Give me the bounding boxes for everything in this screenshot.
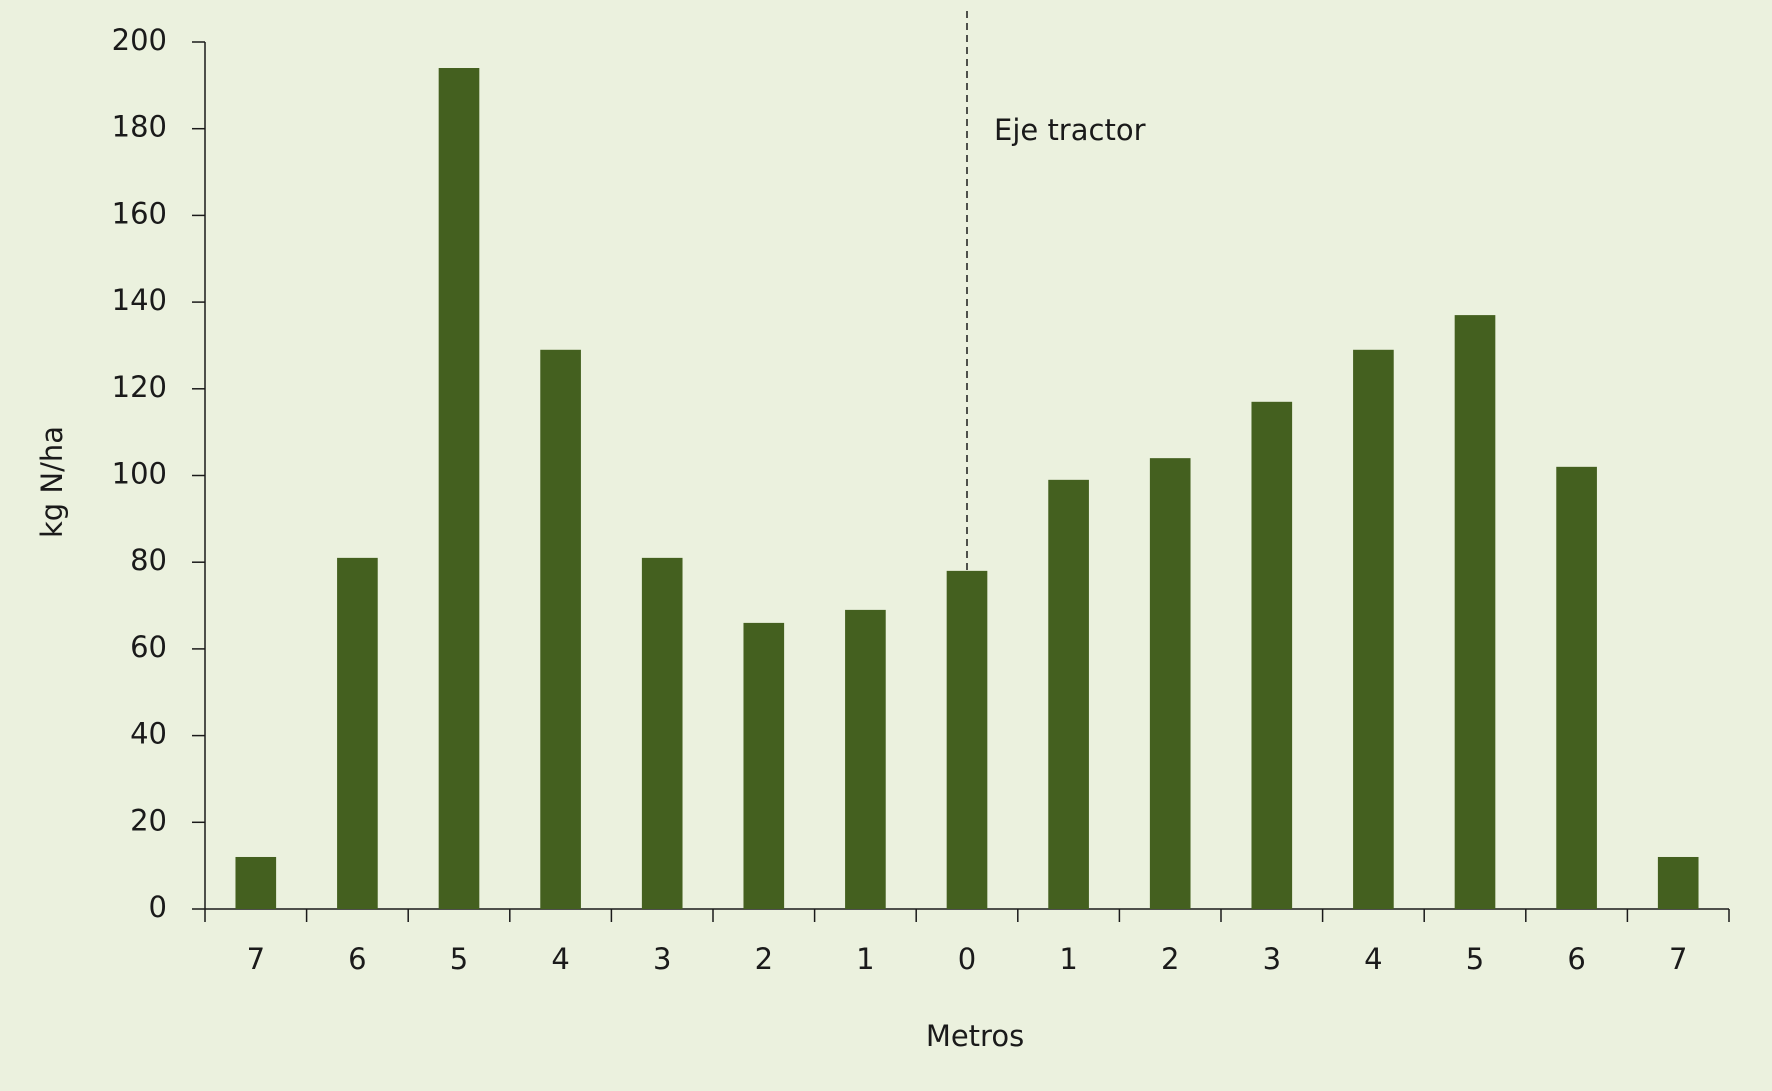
bar xyxy=(540,349,581,909)
x-tick-label: 6 xyxy=(348,942,366,976)
bar xyxy=(337,557,378,909)
y-tick-label: 60 xyxy=(130,630,167,664)
bar xyxy=(235,856,277,909)
y-tick-label: 140 xyxy=(112,283,167,317)
y-tick-label: 100 xyxy=(112,457,167,491)
y-tick-label: 40 xyxy=(130,717,167,751)
bar xyxy=(1657,856,1699,909)
bar xyxy=(1048,479,1089,909)
y-tick-label: 80 xyxy=(130,543,167,577)
bar xyxy=(1251,401,1293,909)
x-tick-label: 6 xyxy=(1567,942,1585,976)
annotation: Eje tractor xyxy=(994,113,1146,147)
x-tick-label: 4 xyxy=(551,942,569,976)
y-tick-label: 20 xyxy=(130,803,167,837)
bar xyxy=(845,609,886,909)
bar xyxy=(1353,349,1394,909)
x-axis-title: Metros xyxy=(926,1019,1024,1053)
y-tick-label: 180 xyxy=(112,110,167,144)
y-tick-label: 160 xyxy=(112,196,167,230)
x-tick-label: 3 xyxy=(653,942,671,976)
y-tick-label: 200 xyxy=(112,23,167,57)
y-tick-label: 0 xyxy=(149,890,167,924)
bar xyxy=(1556,466,1597,909)
bar xyxy=(1149,458,1191,909)
x-tick-label: 7 xyxy=(247,942,265,976)
x-tick-label: 0 xyxy=(958,942,976,976)
x-tick-label: 2 xyxy=(755,942,773,976)
x-tick-label: 5 xyxy=(450,942,468,976)
x-tick-label: 1 xyxy=(856,942,874,976)
x-tick-label: 5 xyxy=(1466,942,1484,976)
bar xyxy=(946,570,988,909)
bar xyxy=(438,68,480,909)
bar xyxy=(1454,315,1496,910)
x-tick-label: 2 xyxy=(1161,942,1179,976)
x-tick-label: 3 xyxy=(1263,942,1281,976)
x-tick-label: 1 xyxy=(1059,942,1077,976)
x-tick-label: 4 xyxy=(1364,942,1382,976)
y-tick-label: 120 xyxy=(112,370,167,404)
x-tick-label: 7 xyxy=(1669,942,1687,976)
bar xyxy=(641,557,683,909)
y-axis-title: kg N/ha xyxy=(35,426,69,538)
bar xyxy=(743,622,785,909)
